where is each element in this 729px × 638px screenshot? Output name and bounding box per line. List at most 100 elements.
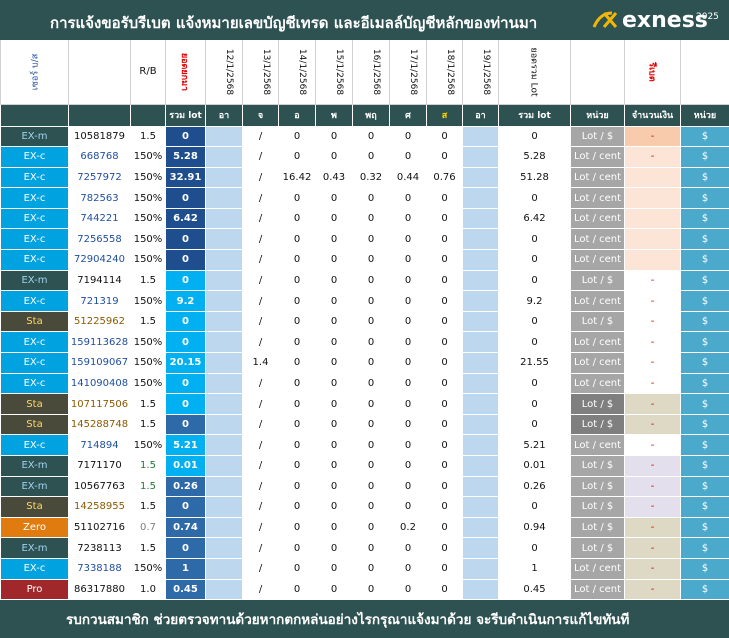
total-lot-cell: 0.26 bbox=[498, 475, 571, 498]
account-cell: 7171170 bbox=[68, 455, 131, 477]
day-sun-cell bbox=[205, 413, 243, 436]
table-row: EX-c 668768 150% 5.28/0 0 0 0 0 5.28 Lot / cent - $ bbox=[0, 146, 729, 168]
day-sat-cell: 0 bbox=[426, 516, 463, 539]
day-sun-cell bbox=[205, 455, 243, 477]
day-sat-cell: 0 bbox=[426, 146, 463, 168]
day-fri-cell: 0 bbox=[389, 352, 427, 374]
day-fri-cell: 0 bbox=[389, 578, 427, 601]
total-lot-cell: 0.94 bbox=[498, 516, 571, 539]
sum-lot-cell: 0 bbox=[165, 372, 206, 395]
unit-cell: Lot / cent bbox=[570, 372, 625, 395]
day-mon-cell: / bbox=[242, 249, 279, 271]
day-mon-cell: / bbox=[242, 187, 279, 209]
unit-cell: Lot / $ bbox=[570, 496, 625, 518]
day-sun2-cell bbox=[462, 207, 499, 230]
sum-lot-cell: 5.28 bbox=[165, 146, 206, 168]
type-cell: EX-c bbox=[0, 434, 69, 456]
day-wed-cell: 0 bbox=[315, 331, 353, 354]
day-thu-cell: 0 bbox=[352, 475, 390, 498]
rebate-table: เซอร์ บ/ส R/B ยอดยกมา 12/1/2568 13/1/256… bbox=[0, 40, 729, 601]
rb-cell: 1.5 bbox=[130, 393, 166, 415]
sum-lot-cell: 0 bbox=[165, 249, 206, 271]
day-fri-cell: 0 bbox=[389, 146, 427, 168]
type-cell: Sta bbox=[0, 496, 69, 518]
unit-cell: Lot / cent bbox=[570, 557, 625, 580]
type-cell: EX-m bbox=[0, 125, 69, 148]
day-sun-cell bbox=[205, 146, 243, 168]
type-cell: EX-c bbox=[0, 187, 69, 209]
day-wed-cell: 0 bbox=[315, 578, 353, 601]
day-fri-cell: 0.44 bbox=[389, 166, 427, 189]
total-lot-cell: 0 bbox=[498, 228, 571, 251]
day-sun2-cell bbox=[462, 434, 499, 456]
day-sun-cell bbox=[205, 249, 243, 271]
rb-cell: 1.5 bbox=[130, 537, 166, 559]
day-wed-cell: 0 bbox=[315, 310, 353, 333]
account-cell: 159113628 bbox=[68, 331, 131, 354]
unit-col-header bbox=[570, 40, 625, 105]
day-fri-cell: 0 bbox=[389, 475, 427, 498]
type-cell: EX-m bbox=[0, 455, 69, 477]
day-fri-cell: 0 bbox=[389, 249, 427, 271]
day-wed-cell: 0 bbox=[315, 125, 353, 148]
day-sat-cell: 0 bbox=[426, 207, 463, 230]
day-sun-cell bbox=[205, 434, 243, 456]
day-wed-cell: 0 bbox=[315, 228, 353, 251]
total-lot-cell: 0 bbox=[498, 187, 571, 209]
day-wed-cell: 0 bbox=[315, 434, 353, 456]
unit-cell: Lot / cent bbox=[570, 434, 625, 456]
amount-cell: - bbox=[624, 310, 681, 333]
table-row: EX-c 141090408 150% 0/0 0 0 0 0 0 Lot / cent - $ bbox=[0, 372, 729, 395]
day-thu-cell: 0 bbox=[352, 331, 390, 354]
day-sat-cell: 0 bbox=[426, 228, 463, 251]
day-sun-cell bbox=[205, 187, 243, 209]
rb-cell: 150% bbox=[130, 187, 166, 209]
amount-cell: - bbox=[624, 455, 681, 477]
unit-cell: Lot / $ bbox=[570, 393, 625, 415]
sub-unit: หน่วย bbox=[570, 103, 625, 127]
account-cell: 107117506 bbox=[68, 393, 131, 415]
day-sat-cell: 0 bbox=[426, 578, 463, 601]
day-tue-cell: 0 bbox=[278, 413, 316, 436]
amount-cell: - bbox=[624, 352, 681, 374]
header-row: เซอร์ บ/ส R/B ยอดยกมา 12/1/2568 13/1/256… bbox=[0, 40, 729, 105]
sum-lot-cell: 0 bbox=[165, 228, 206, 251]
total-col-header: ยอดรวม Lot bbox=[498, 40, 571, 105]
day-sun2-cell bbox=[462, 125, 499, 148]
type-cell: Sta bbox=[0, 393, 69, 415]
day-sun-cell bbox=[205, 475, 243, 498]
table-row: EX-c 782563 150% 0/0 0 0 0 0 0 Lot / cent $ bbox=[0, 187, 729, 209]
day-mon-cell: / bbox=[242, 393, 279, 415]
day-mon-cell: / bbox=[242, 578, 279, 601]
table-row: Zero 51102716 0.7 0.74/0 0 0 0.2 0 0.94 Lot / $ - $ bbox=[0, 516, 729, 539]
table-row: Sta 145288748 1.5 0/0 0 0 0 0 0 Lot / $ - $ bbox=[0, 413, 729, 436]
day-fri-cell: 0 bbox=[389, 187, 427, 209]
sub-total-lot: รวม lot bbox=[498, 103, 571, 127]
type-cell: EX-c bbox=[0, 146, 69, 168]
day-fri-cell: 0 bbox=[389, 434, 427, 456]
day-fri-cell: 0 bbox=[389, 125, 427, 148]
amount-cell: - bbox=[624, 331, 681, 354]
day-thu-cell: 0 bbox=[352, 393, 390, 415]
type-cell: Zero bbox=[0, 516, 69, 539]
day-sat-cell: 0 bbox=[426, 352, 463, 374]
day-sun-cell bbox=[205, 207, 243, 230]
total-lot-cell: 0.01 bbox=[498, 455, 571, 477]
currency-cell: $ bbox=[680, 228, 729, 251]
total-lot-cell: 0 bbox=[498, 537, 571, 559]
currency-cell: $ bbox=[680, 516, 729, 539]
page-title: การแจ้งขอรับรีเบต แจ้งหมายเลขบัญชีเทรด แ… bbox=[50, 14, 538, 32]
day-sat-cell: 0 bbox=[426, 372, 463, 395]
sum-lot-cell: 0.74 bbox=[165, 516, 206, 539]
account-cell: 668768 bbox=[68, 146, 131, 168]
day-mon-cell: / bbox=[242, 475, 279, 498]
account-cell: 7194114 bbox=[68, 269, 131, 292]
day-sat-cell: 0 bbox=[426, 557, 463, 580]
table-row: EX-c 7338188 150% 1/0 0 0 0 0 1 Lot / cent - $ bbox=[0, 557, 729, 580]
day-sun-cell bbox=[205, 331, 243, 354]
sum-lot-cell: 0 bbox=[165, 413, 206, 436]
sum-lot-cell: 0 bbox=[165, 125, 206, 148]
currency-cell: $ bbox=[680, 455, 729, 477]
currency-cell: $ bbox=[680, 331, 729, 354]
day-sun-cell bbox=[205, 516, 243, 539]
